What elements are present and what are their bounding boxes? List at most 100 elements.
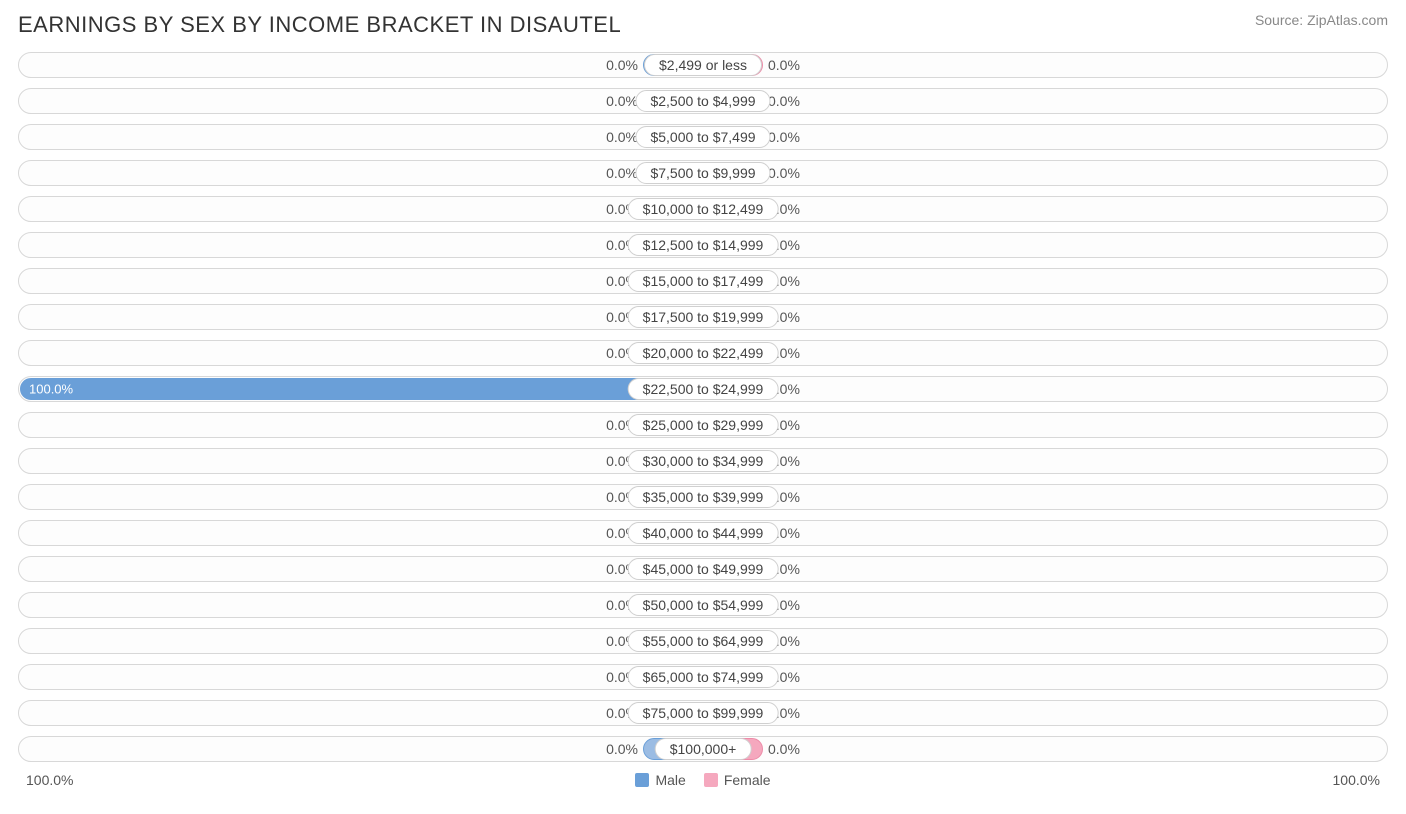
chart-row: 0.0%0.0%$65,000 to $74,999 (18, 664, 1388, 690)
male-half: 0.0% (19, 701, 703, 725)
chart-row: 0.0% 0.0%$7,500 to $9,999 (18, 160, 1388, 186)
bracket-label: $75,000 to $99,999 (628, 702, 779, 724)
male-half: 0.0% (19, 233, 703, 257)
male-half: 0.0% (19, 341, 703, 365)
chart-row: 0.0% 0.0% $100,000+ (18, 736, 1388, 762)
bracket-label: $50,000 to $54,999 (628, 594, 779, 616)
female-half: 0.0% (703, 233, 1387, 257)
bracket-label: $7,500 to $9,999 (635, 162, 770, 184)
male-half: 0.0% (19, 449, 703, 473)
bracket-label: $25,000 to $29,999 (628, 414, 779, 436)
chart-row: 0.0% 0.0%$5,000 to $7,499 (18, 124, 1388, 150)
chart-row: 0.0%0.0%$15,000 to $17,499 (18, 268, 1388, 294)
male-half: 0.0% (19, 557, 703, 581)
chart-row: 0.0%0.0%$35,000 to $39,999 (18, 484, 1388, 510)
female-half: 0.0% (703, 557, 1387, 581)
male-half: 0.0% (19, 305, 703, 329)
legend-female-label: Female (724, 772, 771, 788)
male-value-label: 0.0% (606, 165, 638, 181)
female-half: 0.0% (703, 701, 1387, 725)
female-half: 0.0% (703, 737, 1387, 761)
female-half: 0.0% (703, 377, 1387, 401)
female-half: 0.0% (703, 485, 1387, 509)
female-value-label: 0.0% (768, 57, 800, 73)
male-value-label: 0.0% (606, 93, 638, 109)
male-value-label: 0.0% (606, 129, 638, 145)
female-value-label: 0.0% (768, 165, 800, 181)
male-half: 0.0% (19, 197, 703, 221)
chart-row: 0.0%0.0%$12,500 to $14,999 (18, 232, 1388, 258)
chart-row: 0.0%0.0%$17,500 to $19,999 (18, 304, 1388, 330)
source-attribution: Source: ZipAtlas.com (1255, 12, 1388, 28)
male-value-label: 0.0% (606, 57, 638, 73)
bracket-label: $2,499 or less (644, 54, 762, 76)
male-half: 100.0% (19, 377, 703, 401)
female-half: 0.0% (703, 341, 1387, 365)
male-half: 0.0% (19, 269, 703, 293)
male-half: 0.0% (19, 521, 703, 545)
bracket-label: $17,500 to $19,999 (628, 306, 779, 328)
female-half: 0.0% (703, 53, 1387, 77)
bracket-label: $100,000+ (655, 738, 752, 760)
chart-row: 0.0% 0.0% $2,499 or less (18, 52, 1388, 78)
male-half: 0.0% (19, 737, 703, 761)
bracket-label: $22,500 to $24,999 (628, 378, 779, 400)
male-swatch-icon (635, 773, 649, 787)
male-value-label: 0.0% (606, 741, 638, 757)
female-half: 0.0% (703, 305, 1387, 329)
female-value-label: 0.0% (768, 93, 800, 109)
male-half: 0.0% (19, 161, 703, 185)
chart-row: 0.0%0.0%$75,000 to $99,999 (18, 700, 1388, 726)
bracket-label: $40,000 to $44,999 (628, 522, 779, 544)
bracket-label: $20,000 to $22,499 (628, 342, 779, 364)
legend-male-label: Male (655, 772, 685, 788)
bracket-label: $55,000 to $64,999 (628, 630, 779, 652)
female-half: 0.0% (703, 125, 1387, 149)
bracket-label: $15,000 to $17,499 (628, 270, 779, 292)
bracket-label: $30,000 to $34,999 (628, 450, 779, 472)
female-half: 0.0% (703, 89, 1387, 113)
chart-row: 0.0%0.0%$40,000 to $44,999 (18, 520, 1388, 546)
male-value-label: 100.0% (29, 382, 73, 397)
male-half: 0.0% (19, 89, 703, 113)
chart-row: 0.0%0.0%$25,000 to $29,999 (18, 412, 1388, 438)
chart-area: 0.0%0.0%$2,499 or less0.0%0.0%$2,500 to … (18, 52, 1388, 762)
female-value-label: 0.0% (768, 129, 800, 145)
female-half: 0.0% (703, 161, 1387, 185)
female-half: 0.0% (703, 629, 1387, 653)
axis-right-label: 100.0% (1333, 772, 1380, 788)
male-bar: 100.0% (20, 378, 703, 400)
chart-row: 0.0%0.0%$20,000 to $22,499 (18, 340, 1388, 366)
male-half: 0.0% (19, 53, 703, 77)
male-half: 0.0% (19, 629, 703, 653)
legend-item-male: Male (635, 772, 685, 788)
legend: Male Female (635, 772, 770, 788)
chart-row: 100.0% 0.0%$22,500 to $24,999 (18, 376, 1388, 402)
chart-row: 0.0% 0.0%$2,500 to $4,999 (18, 88, 1388, 114)
chart-title: EARNINGS BY SEX BY INCOME BRACKET IN DIS… (18, 12, 621, 38)
chart-row: 0.0%0.0%$45,000 to $49,999 (18, 556, 1388, 582)
chart-row: 0.0%0.0%$50,000 to $54,999 (18, 592, 1388, 618)
female-half: 0.0% (703, 665, 1387, 689)
chart-row: 0.0%0.0%$10,000 to $12,499 (18, 196, 1388, 222)
male-half: 0.0% (19, 413, 703, 437)
female-half: 0.0% (703, 197, 1387, 221)
axis-left-label: 100.0% (26, 772, 73, 788)
legend-item-female: Female (704, 772, 771, 788)
male-half: 0.0% (19, 665, 703, 689)
female-value-label: 0.0% (768, 741, 800, 757)
female-half: 0.0% (703, 269, 1387, 293)
male-half: 0.0% (19, 485, 703, 509)
male-half: 0.0% (19, 125, 703, 149)
chart-row: 0.0%0.0%$55,000 to $64,999 (18, 628, 1388, 654)
bracket-label: $35,000 to $39,999 (628, 486, 779, 508)
bracket-label: $2,500 to $4,999 (635, 90, 770, 112)
bracket-label: $10,000 to $12,499 (628, 198, 779, 220)
female-half: 0.0% (703, 593, 1387, 617)
female-swatch-icon (704, 773, 718, 787)
bracket-label: $65,000 to $74,999 (628, 666, 779, 688)
chart-row: 0.0%0.0%$30,000 to $34,999 (18, 448, 1388, 474)
male-half: 0.0% (19, 593, 703, 617)
female-half: 0.0% (703, 413, 1387, 437)
bracket-label: $5,000 to $7,499 (635, 126, 770, 148)
